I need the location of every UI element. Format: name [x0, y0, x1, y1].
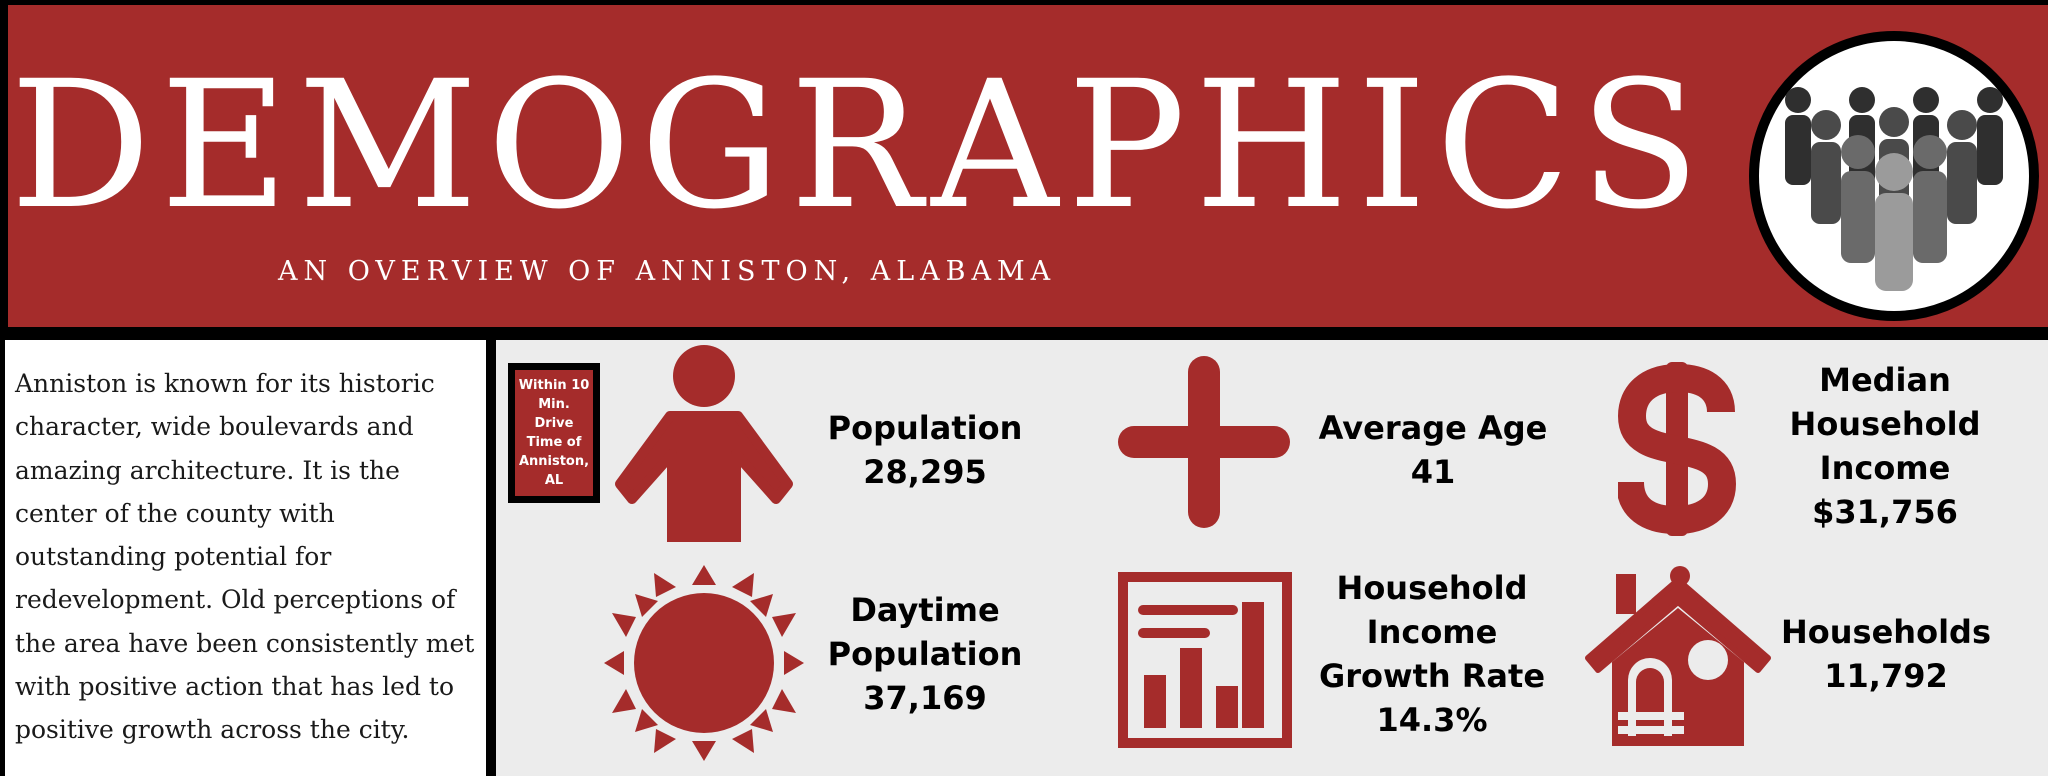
sun-icon — [604, 565, 804, 761]
median-income-label-line-2: Household — [1789, 405, 1981, 443]
population-stat: Population 28,295 — [810, 406, 1040, 494]
income-growth-label-line-1: Household — [1336, 569, 1528, 607]
drive-time-badge: Within 10 Min. Drive Time of Anniston, A… — [508, 363, 600, 503]
daytime-population-value: 37,169 — [863, 679, 987, 717]
person-icon — [615, 345, 793, 542]
households-label: Households — [1781, 613, 1991, 651]
households-value: 11,792 — [1824, 657, 1948, 695]
median-income-label-line-1: Median — [1819, 361, 1951, 399]
intro-paragraph: Anniston is known for its historic chara… — [15, 369, 475, 745]
plus-icon — [1118, 356, 1290, 528]
median-income-label-line-3: Income — [1819, 449, 1951, 487]
bar-chart-icon — [1118, 572, 1292, 748]
people-group-icon — [1749, 31, 2039, 321]
daytime-population-stat: Daytime Population 37,169 — [810, 588, 1040, 720]
page-title: DEMOGRAPHICS — [10, 43, 1709, 248]
drive-time-badge-text: Within 10 Min. Drive Time of Anniston, A… — [515, 370, 593, 496]
daytime-population-label-line-2: Population — [827, 635, 1023, 673]
income-growth-stat: Household Income Growth Rate 14.3% — [1302, 566, 1562, 742]
intro-panel: Anniston is known for its historic chara… — [5, 340, 486, 776]
average-age-stat: Average Age 41 — [1308, 406, 1558, 494]
income-growth-label-line-3: Growth Rate — [1318, 657, 1546, 695]
median-income-stat: Median Household Income $31,756 — [1768, 358, 2002, 534]
average-age-label: Average Age — [1318, 409, 1548, 447]
daytime-population-label-line-1: Daytime — [850, 591, 1000, 629]
income-growth-value: 14.3% — [1376, 701, 1488, 739]
page-subtitle: AN OVERVIEW OF ANNISTON, ALABAMA — [278, 256, 1057, 287]
median-income-value: $31,756 — [1812, 493, 1958, 531]
house-icon — [1585, 566, 1771, 746]
average-age-value: 41 — [1410, 453, 1456, 491]
households-stat: Households 11,792 — [1778, 610, 1994, 698]
dollar-icon — [1618, 362, 1736, 536]
population-value: 28,295 — [863, 453, 987, 491]
header-divider — [0, 327, 2048, 340]
income-growth-label-line-2: Income — [1366, 613, 1498, 651]
header-banner — [8, 5, 2048, 327]
population-label: Population — [827, 409, 1023, 447]
panel-divider — [486, 340, 496, 776]
